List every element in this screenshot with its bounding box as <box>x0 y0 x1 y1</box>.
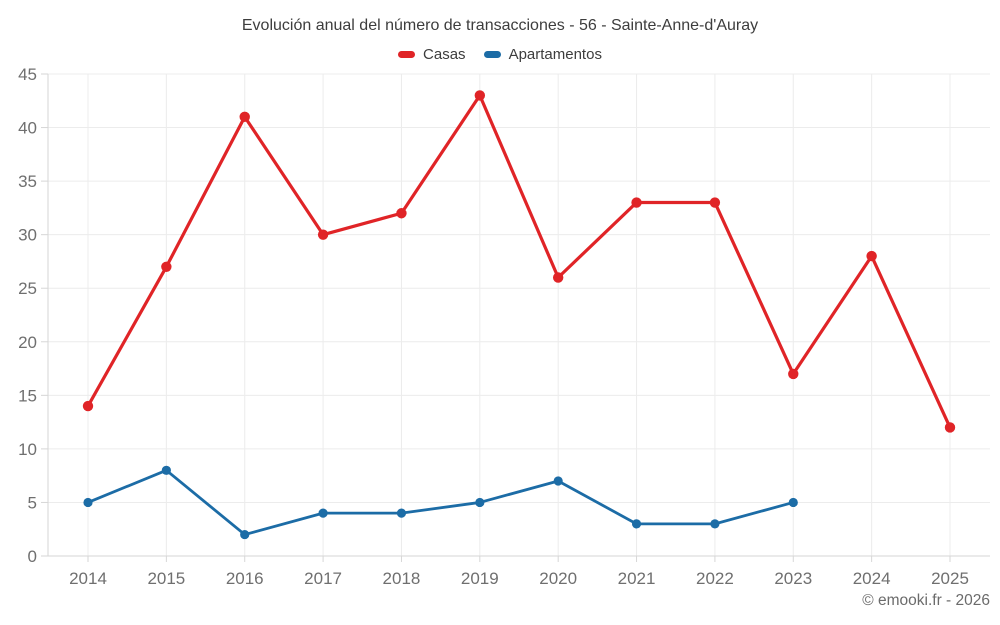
x-tick-label: 2024 <box>853 569 891 588</box>
legend-item-casas: Casas <box>398 46 466 63</box>
x-tick-label: 2025 <box>931 569 969 588</box>
data-point-casas-2019 <box>474 90 486 101</box>
x-tick-label: 2016 <box>226 569 264 588</box>
data-point-apartamentos-2021 <box>631 519 642 529</box>
casas-legend-marker-icon <box>398 51 416 58</box>
data-point-casas-2015 <box>161 261 172 272</box>
data-point-casas-2016 <box>239 111 250 123</box>
data-point-casas-2022 <box>709 197 721 208</box>
data-point-casas-2014 <box>82 400 94 412</box>
data-point-apartamentos-2019 <box>475 497 485 508</box>
y-tick-label: 25 <box>18 279 37 298</box>
y-tick-label: 40 <box>18 119 37 138</box>
y-tick-label: 0 <box>28 547 37 566</box>
data-point-casas-2021 <box>631 197 642 208</box>
data-point-apartamentos-2015 <box>161 465 171 475</box>
y-tick-label: 15 <box>18 386 37 405</box>
data-point-apartamentos-2018 <box>396 508 407 518</box>
data-point-apartamentos-2017 <box>318 508 328 518</box>
data-point-casas-2017 <box>317 229 329 240</box>
x-tick-label: 2023 <box>774 569 812 588</box>
x-tick-label: 2020 <box>539 569 577 588</box>
y-tick-label: 30 <box>18 226 37 245</box>
chart-legend: Casas Apartamentos <box>0 46 1000 63</box>
x-tick-label: 2017 <box>304 569 342 588</box>
x-tick-label: 2022 <box>696 569 734 588</box>
x-tick-label: 2018 <box>383 569 421 588</box>
x-tick-label: 2014 <box>69 569 107 588</box>
legend-item-apartamentos: Apartamentos <box>483 46 602 63</box>
data-point-apartamentos-2014 <box>83 497 93 508</box>
apartamentos-legend-marker-icon <box>483 51 501 58</box>
y-tick-label: 10 <box>18 440 37 459</box>
legend-label-casas: Casas <box>423 46 466 63</box>
series-line-casas <box>86 93 952 430</box>
copyright-text: © emooki.fr - 2026 <box>862 592 990 609</box>
y-tick-label: 35 <box>18 172 37 191</box>
data-point-apartamentos-2016 <box>240 529 250 540</box>
x-tick-label: 2019 <box>461 569 499 588</box>
data-point-casas-2020 <box>552 272 564 283</box>
series-line-apartamentos <box>86 468 795 536</box>
data-point-apartamentos-2020 <box>553 476 563 486</box>
data-point-casas-2023 <box>788 368 799 380</box>
data-point-casas-2025 <box>944 422 956 433</box>
data-point-apartamentos-2022 <box>710 519 720 529</box>
chart-title: Evolución anual del número de transaccio… <box>241 17 759 34</box>
data-point-apartamentos-2023 <box>788 497 798 508</box>
data-point-casas-2024 <box>866 250 877 262</box>
y-tick-label: 5 <box>28 493 37 512</box>
x-tick-label: 2021 <box>618 569 656 588</box>
x-tick-label: 2015 <box>147 569 185 588</box>
legend-label-apartamentos: Apartamentos <box>508 46 602 63</box>
y-tick-label: 20 <box>18 333 37 352</box>
y-tick-label: 45 <box>18 65 37 84</box>
data-point-casas-2018 <box>396 208 407 219</box>
